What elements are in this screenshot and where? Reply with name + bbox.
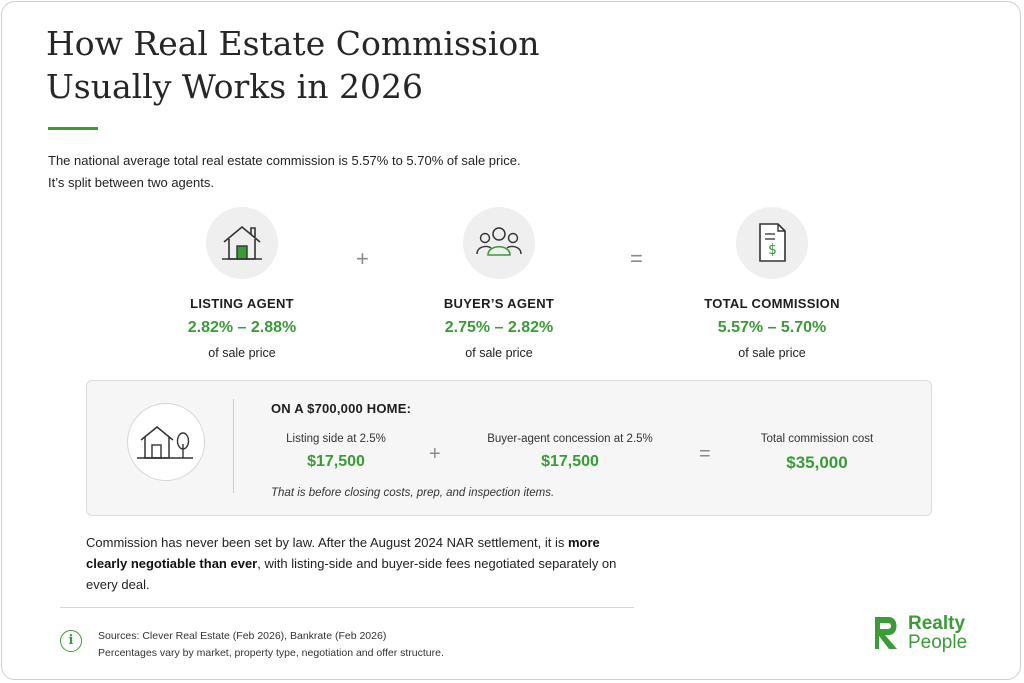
intro-line-2: It’s split between two agents. <box>48 175 214 190</box>
agent-name: TOTAL COMMISSION <box>704 296 840 311</box>
paragraph-part-1: Commission has never been set by law. Af… <box>86 535 568 550</box>
sources-line: Sources: Clever Real Estate (Feb 2026), … <box>98 630 387 642</box>
svg-text:$: $ <box>768 242 777 258</box>
page-title: How Real Estate Commission Usually Works… <box>46 24 540 106</box>
buyer-side-label: Buyer-agent concession at 2.5% <box>487 433 653 445</box>
intro-line-1: The national average total real estate c… <box>48 153 521 168</box>
agent-range: 2.82% – 2.88% <box>187 319 297 336</box>
agent-range: 5.57% – 5.70% <box>717 319 827 336</box>
footer-divider <box>60 607 634 608</box>
house-tree-icon <box>127 403 205 481</box>
listing-agent-card: LISTING AGENT 2.82% – 2.88% of sale pric… <box>142 207 342 360</box>
paragraph-emphasis: more clearly negotiable than ever <box>86 535 600 571</box>
total-commission-card: $ TOTAL COMMISSION 5.57% – 5.70% of sale… <box>672 207 872 360</box>
example-heading: ON A $700,000 HOME: <box>271 401 412 416</box>
logo-mark-icon <box>875 617 897 649</box>
agent-unit: of sale price <box>208 346 276 360</box>
total-cost-label: Total commission cost <box>760 433 874 445</box>
equals-operator: = <box>630 246 643 271</box>
intro-text: The national average total real estate c… <box>48 150 668 194</box>
house-icon <box>206 207 278 279</box>
total-cost-block: Total commission cost $35,000 <box>737 433 897 473</box>
plus-operator: + <box>356 246 369 271</box>
document-dollar-icon: $ <box>736 207 808 279</box>
buyer-agent-card: BUYER’S AGENT 2.75% – 2.82% of sale pric… <box>399 207 599 360</box>
agent-unit: of sale price <box>738 346 806 360</box>
agent-name: LISTING AGENT <box>190 296 294 311</box>
paragraph-part-2: , with listing-side and buyer-side fees … <box>86 556 617 592</box>
brand-word-1: Realty <box>908 613 966 634</box>
listing-side-value: $17,500 <box>307 453 365 470</box>
example-plus-operator: + <box>429 443 441 465</box>
example-divider <box>233 399 234 493</box>
brand-word-2: People <box>908 632 968 653</box>
buyer-side-block: Buyer-agent concession at 2.5% $17,500 <box>465 433 675 471</box>
example-note: That is before closing costs, prep, and … <box>271 487 555 499</box>
agent-unit: of sale price <box>465 346 533 360</box>
people-icon <box>463 207 535 279</box>
agent-range: 2.75% – 2.82% <box>444 319 554 336</box>
agent-name: BUYER’S AGENT <box>443 296 555 311</box>
example-panel: ON A $700,000 HOME: Listing side at 2.5%… <box>86 380 932 516</box>
listing-side-label: Listing side at 2.5% <box>286 433 386 445</box>
info-icon: i <box>60 630 82 652</box>
total-cost-value: $35,000 <box>786 453 848 472</box>
buyer-side-value: $17,500 <box>541 453 599 470</box>
sources-block: Sources: Clever Real Estate (Feb 2026), … <box>98 628 444 662</box>
listing-side-block: Listing side at 2.5% $17,500 <box>271 433 401 471</box>
title-underline <box>48 127 98 130</box>
sources-note: Percentages vary by market, property typ… <box>98 647 444 659</box>
example-equals-operator: = <box>699 443 711 465</box>
negotiation-paragraph: Commission has never been set by law. Af… <box>86 532 626 595</box>
realty-people-logo: Realty People <box>872 614 967 652</box>
